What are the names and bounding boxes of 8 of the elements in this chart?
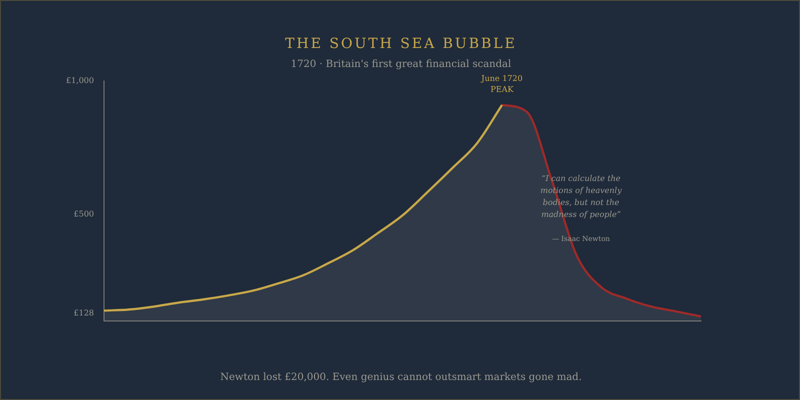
y-tick-label: £128 [74,308,94,318]
annotation: June 1720 [480,74,523,83]
chart-subtitle: 1720 · Britain's first great financial scandal [290,59,512,70]
chart-title: THE SOUTH SEA BUBBLE [284,36,518,52]
text: Newton lost £20,000. Even genius cannot outsmart markets gone mad. [219,372,583,383]
annotation: PEAK [490,85,515,94]
y-tick-label: £500 [74,209,94,218]
y-tick-label: £1,000 [66,76,94,86]
